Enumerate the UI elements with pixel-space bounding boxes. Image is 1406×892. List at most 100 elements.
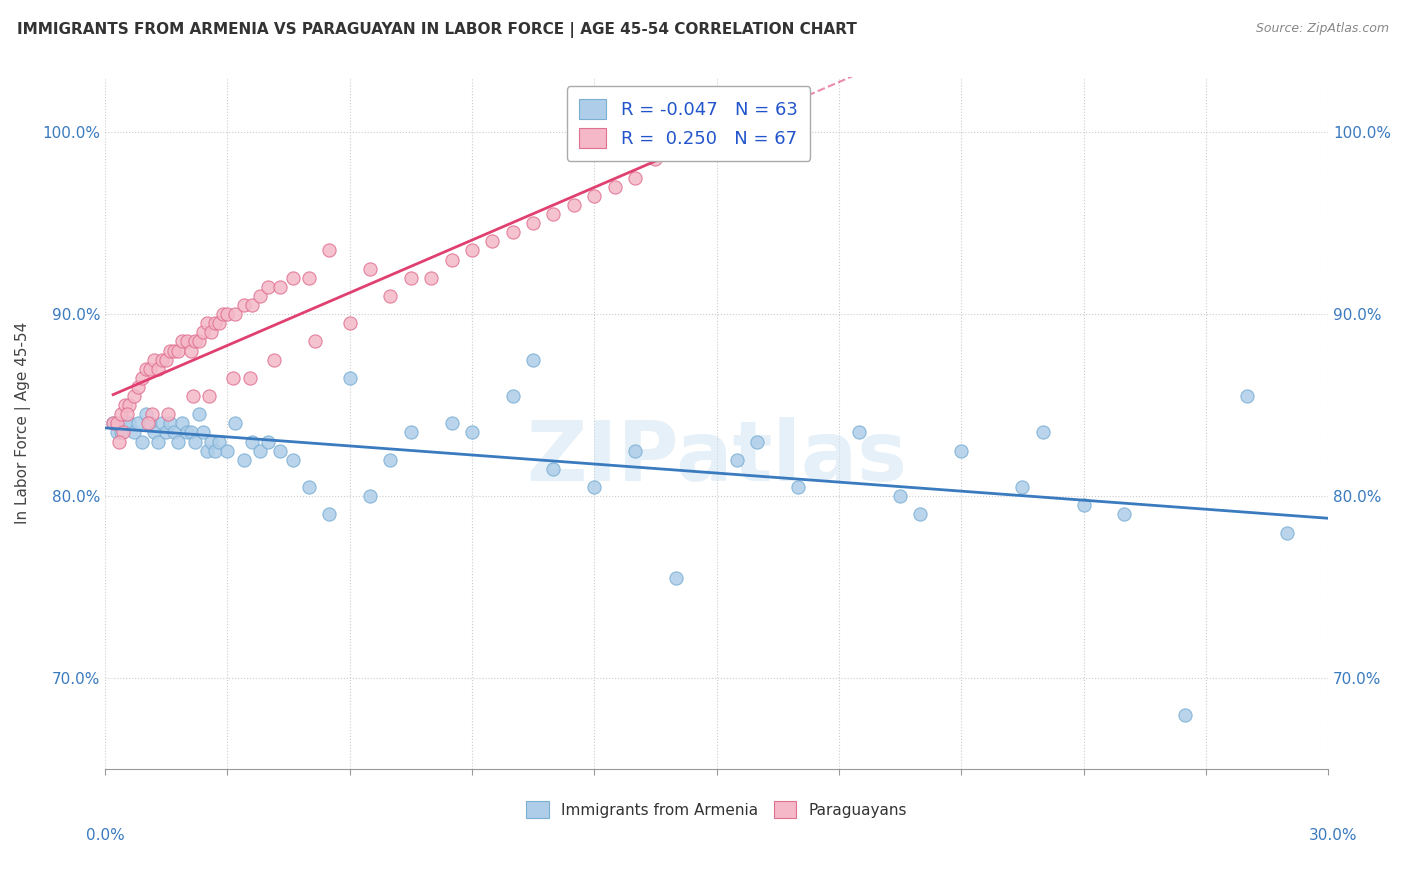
Point	[747, 434, 769, 449]
Point	[105, 425, 128, 440]
Point	[155, 352, 177, 367]
Point	[159, 417, 181, 431]
Point	[187, 407, 209, 421]
Y-axis label: In Labor Force | Age 45-54: In Labor Force | Age 45-54	[15, 322, 31, 524]
Point	[155, 425, 177, 440]
Point	[122, 425, 145, 440]
Point	[665, 134, 688, 148]
Point	[187, 334, 209, 349]
Point	[281, 452, 304, 467]
Point	[139, 417, 162, 431]
Point	[1011, 480, 1033, 494]
Point	[195, 316, 218, 330]
Point	[232, 452, 254, 467]
Point	[787, 480, 810, 494]
Point	[318, 508, 340, 522]
Point	[257, 434, 280, 449]
Point	[163, 425, 186, 440]
Point	[146, 361, 169, 376]
Point	[298, 270, 321, 285]
Point	[200, 326, 222, 340]
Point	[183, 334, 205, 349]
Point	[183, 434, 205, 449]
Point	[176, 334, 198, 349]
Point	[298, 480, 321, 494]
Text: ZIPatlas: ZIPatlas	[526, 417, 907, 499]
Point	[257, 280, 280, 294]
Point	[167, 343, 190, 358]
Point	[105, 417, 128, 431]
Point	[198, 389, 221, 403]
Text: 0.0%: 0.0%	[86, 828, 125, 843]
Legend: Immigrants from Armenia, Paraguayans: Immigrants from Armenia, Paraguayans	[520, 795, 914, 824]
Point	[114, 398, 136, 412]
Point	[191, 425, 214, 440]
Point	[624, 170, 647, 185]
Point	[118, 398, 141, 412]
Point	[204, 316, 226, 330]
Point	[399, 425, 422, 440]
Point	[159, 343, 181, 358]
Point	[440, 417, 463, 431]
Point	[481, 235, 503, 249]
Point	[239, 371, 262, 385]
Point	[200, 434, 222, 449]
Point	[603, 179, 626, 194]
Point	[114, 417, 136, 431]
Point	[180, 343, 202, 358]
Point	[339, 316, 361, 330]
Point	[163, 343, 186, 358]
Point	[122, 389, 145, 403]
Point	[420, 270, 443, 285]
Text: IMMIGRANTS FROM ARMENIA VS PARAGUAYAN IN LABOR FORCE | AGE 45-54 CORRELATION CHA: IMMIGRANTS FROM ARMENIA VS PARAGUAYAN IN…	[17, 22, 856, 38]
Point	[101, 417, 124, 431]
Point	[1114, 508, 1136, 522]
Point	[543, 207, 565, 221]
Point	[725, 452, 748, 467]
Point	[136, 417, 159, 431]
Point	[208, 434, 231, 449]
Point	[665, 571, 688, 585]
Point	[950, 443, 973, 458]
Point	[172, 334, 194, 349]
Point	[150, 352, 173, 367]
Text: Source: ZipAtlas.com: Source: ZipAtlas.com	[1256, 22, 1389, 36]
Point	[910, 508, 932, 522]
Point	[108, 434, 131, 449]
Point	[172, 417, 194, 431]
Point	[269, 280, 291, 294]
Point	[139, 361, 162, 376]
Point	[204, 443, 226, 458]
Point	[195, 443, 218, 458]
Point	[127, 417, 149, 431]
Point	[502, 389, 524, 403]
Point	[624, 443, 647, 458]
Point	[208, 316, 231, 330]
Point	[222, 371, 245, 385]
Point	[141, 407, 163, 421]
Point	[1032, 425, 1054, 440]
Point	[181, 389, 204, 403]
Point	[889, 489, 911, 503]
Point	[224, 307, 246, 321]
Point	[167, 434, 190, 449]
Point	[380, 289, 402, 303]
Point	[359, 261, 381, 276]
Point	[249, 443, 271, 458]
Point	[217, 443, 239, 458]
Point	[1236, 389, 1258, 403]
Point	[543, 462, 565, 476]
Point	[146, 434, 169, 449]
Point	[644, 153, 666, 167]
Point	[224, 417, 246, 431]
Point	[461, 425, 484, 440]
Point	[180, 425, 202, 440]
Point	[1277, 525, 1299, 540]
Point	[142, 425, 165, 440]
Point	[1073, 498, 1095, 512]
Point	[249, 289, 271, 303]
Point	[440, 252, 463, 267]
Point	[110, 407, 132, 421]
Point	[212, 307, 235, 321]
Point	[240, 434, 263, 449]
